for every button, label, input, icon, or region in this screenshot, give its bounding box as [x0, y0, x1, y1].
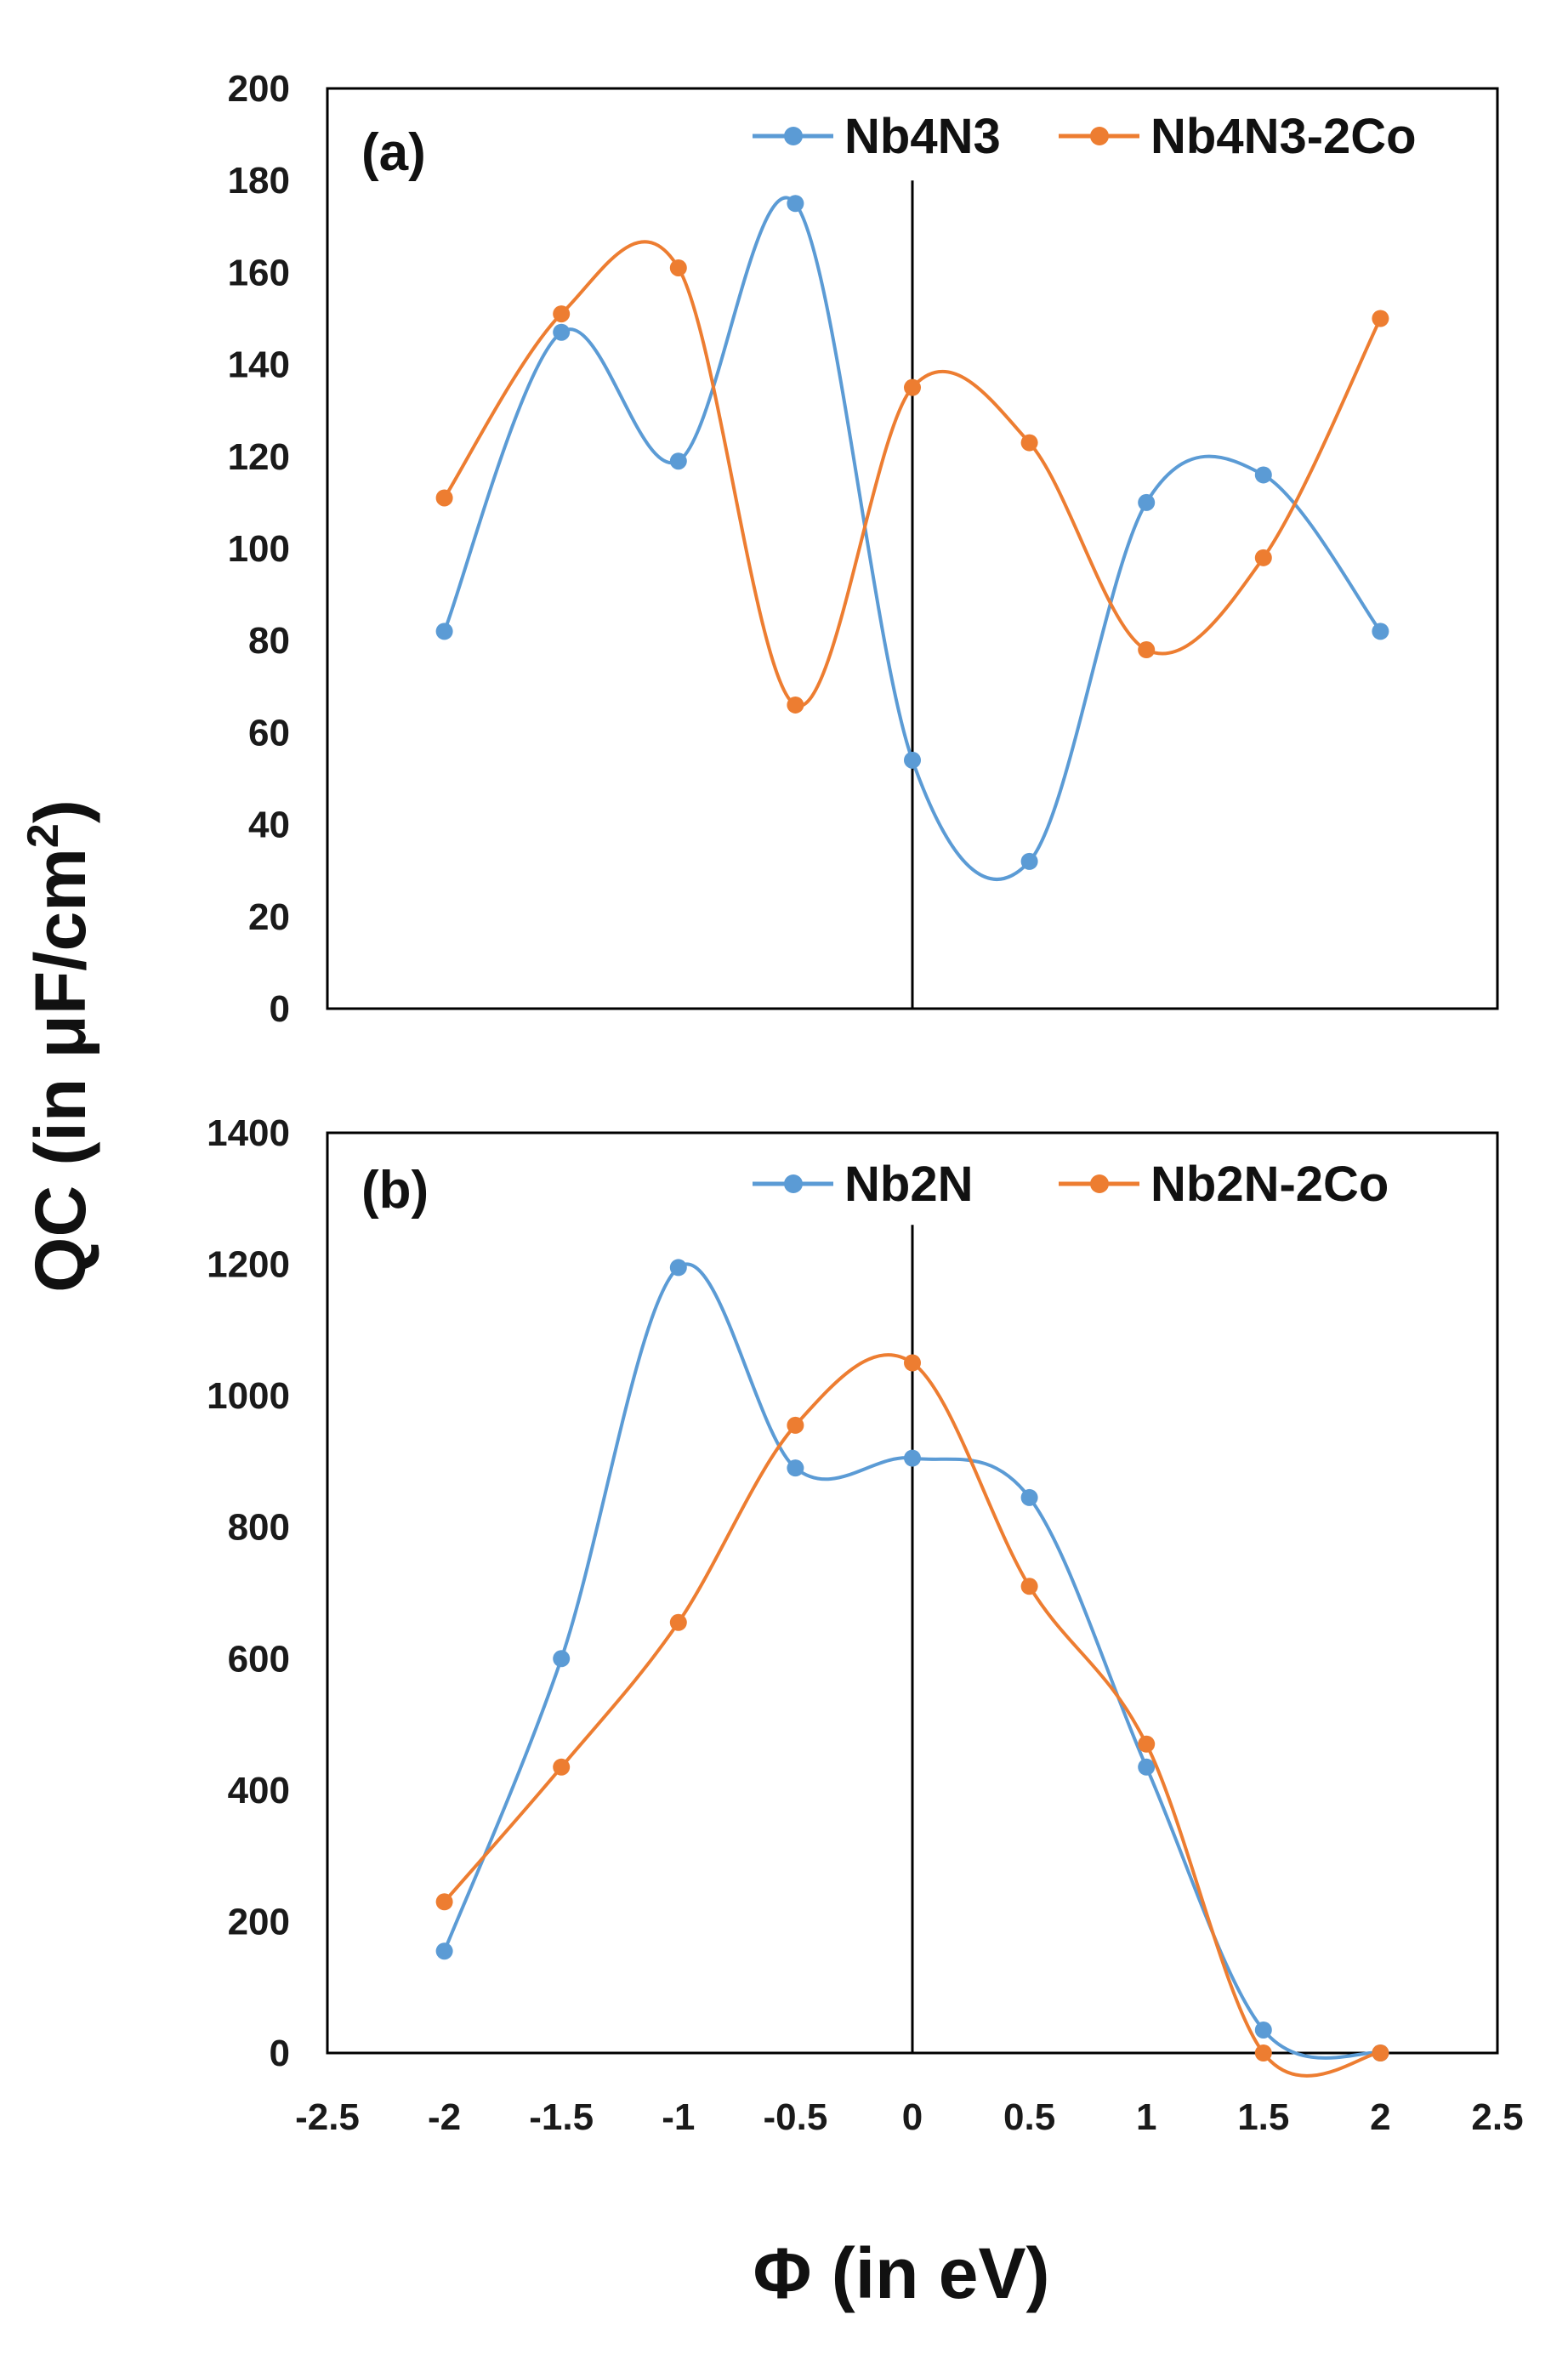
series-line-1: [442, 240, 1383, 708]
y-tick-label: 600: [228, 1638, 290, 1680]
data-point: [553, 1650, 571, 1668]
data-point: [787, 1459, 804, 1477]
legend-label: Nb4N3-2Co: [1150, 109, 1417, 164]
legend-label: Nb2N-2Co: [1150, 1157, 1389, 1212]
data-point: [553, 323, 571, 341]
data-point: [1254, 466, 1272, 484]
data-point: [904, 1449, 921, 1467]
data-point: [1254, 2021, 1272, 2039]
data-point: [435, 1942, 453, 1960]
y-tick-label: 400: [228, 1770, 290, 1811]
y-tick-label: 1000: [207, 1375, 290, 1417]
data-point: [1254, 2044, 1272, 2061]
x-tick-label: 2: [1370, 2096, 1390, 2138]
y-tick-label: 1400: [207, 1112, 290, 1154]
data-point: [669, 259, 687, 276]
data-point: [1138, 1735, 1156, 1753]
data-point: [435, 489, 453, 507]
legend-label: Nb4N3: [844, 109, 1001, 164]
data-point: [1020, 434, 1038, 452]
data-point: [1372, 623, 1389, 640]
x-axis-title: Φ (in eV): [753, 2233, 1050, 2313]
data-point: [904, 1354, 921, 1372]
y-tick-label: 60: [248, 712, 290, 753]
x-tick-label: -1.5: [529, 2096, 594, 2138]
data-point: [1138, 641, 1156, 659]
panel-label: (a): [361, 123, 426, 182]
data-point: [1254, 549, 1272, 566]
y-tick-label: 20: [248, 896, 290, 938]
data-point: [904, 378, 921, 396]
data-point: [1020, 1488, 1038, 1506]
y-tick-label: 40: [248, 805, 290, 846]
y-tick-label: 120: [228, 436, 290, 478]
legend-label: Nb2N: [844, 1157, 973, 1212]
data-point: [669, 1613, 687, 1631]
data-point: [1372, 310, 1389, 327]
y-tick-label: 1200: [207, 1244, 290, 1286]
series-line-0: [442, 196, 1383, 881]
y-tick-label: 160: [228, 252, 290, 293]
series-line-1: [442, 1353, 1383, 2078]
x-tick-label: 0.5: [1003, 2096, 1055, 2138]
x-tick-label: -1: [662, 2096, 695, 2138]
data-point: [1138, 493, 1156, 511]
data-point: [669, 1259, 687, 1277]
x-tick-label: -2: [428, 2096, 461, 2138]
x-tick-label: 0: [902, 2096, 923, 2138]
y-tick-label: 80: [248, 620, 290, 662]
data-point: [1372, 2044, 1389, 2061]
x-tick-label: 2.5: [1471, 2096, 1523, 2138]
x-tick-label: 1.5: [1237, 2096, 1289, 2138]
y-tick-label: 180: [228, 160, 290, 202]
y-tick-label: 140: [228, 344, 290, 386]
x-tick-label: 1: [1136, 2096, 1156, 2138]
y-tick-label: 0: [270, 988, 290, 1030]
data-point: [553, 305, 571, 323]
data-point: [1138, 1758, 1156, 1776]
data-point: [787, 1416, 804, 1434]
data-point: [787, 696, 804, 714]
y-axis-title: QC (in μF/cm2): [19, 799, 100, 1293]
y-tick-label: 200: [228, 68, 290, 110]
data-point: [435, 623, 453, 640]
panel-label: (b): [361, 1161, 429, 1220]
data-point: [904, 751, 921, 769]
data-point: [669, 452, 687, 470]
legend-swatch-marker: [784, 127, 803, 145]
y-tick-label: 100: [228, 528, 290, 570]
y-tick-label: 200: [228, 1901, 290, 1942]
y-tick-label: 800: [228, 1507, 290, 1549]
data-point: [787, 195, 804, 213]
data-point: [1020, 1578, 1038, 1595]
data-point: [435, 1893, 453, 1911]
x-tick-label: -2.5: [295, 2096, 360, 2138]
legend-swatch-marker: [784, 1174, 803, 1193]
legend-swatch-marker: [1090, 1174, 1109, 1193]
data-point: [1020, 852, 1038, 870]
x-tick-label: -0.5: [763, 2096, 827, 2138]
data-point: [553, 1758, 571, 1776]
legend-swatch-marker: [1090, 127, 1109, 145]
panel-a: 0 20 40 60 80 100 120 140 160 180 200 Nb4N3 Nb4N3-2C…: [228, 68, 1499, 1030]
y-tick-label: 0: [270, 2033, 290, 2074]
panel-b: 0 200 400 600 800 1000 1200 1400 -2.5 -2 -1.5 -1 -0.…: [207, 1112, 1523, 2138]
